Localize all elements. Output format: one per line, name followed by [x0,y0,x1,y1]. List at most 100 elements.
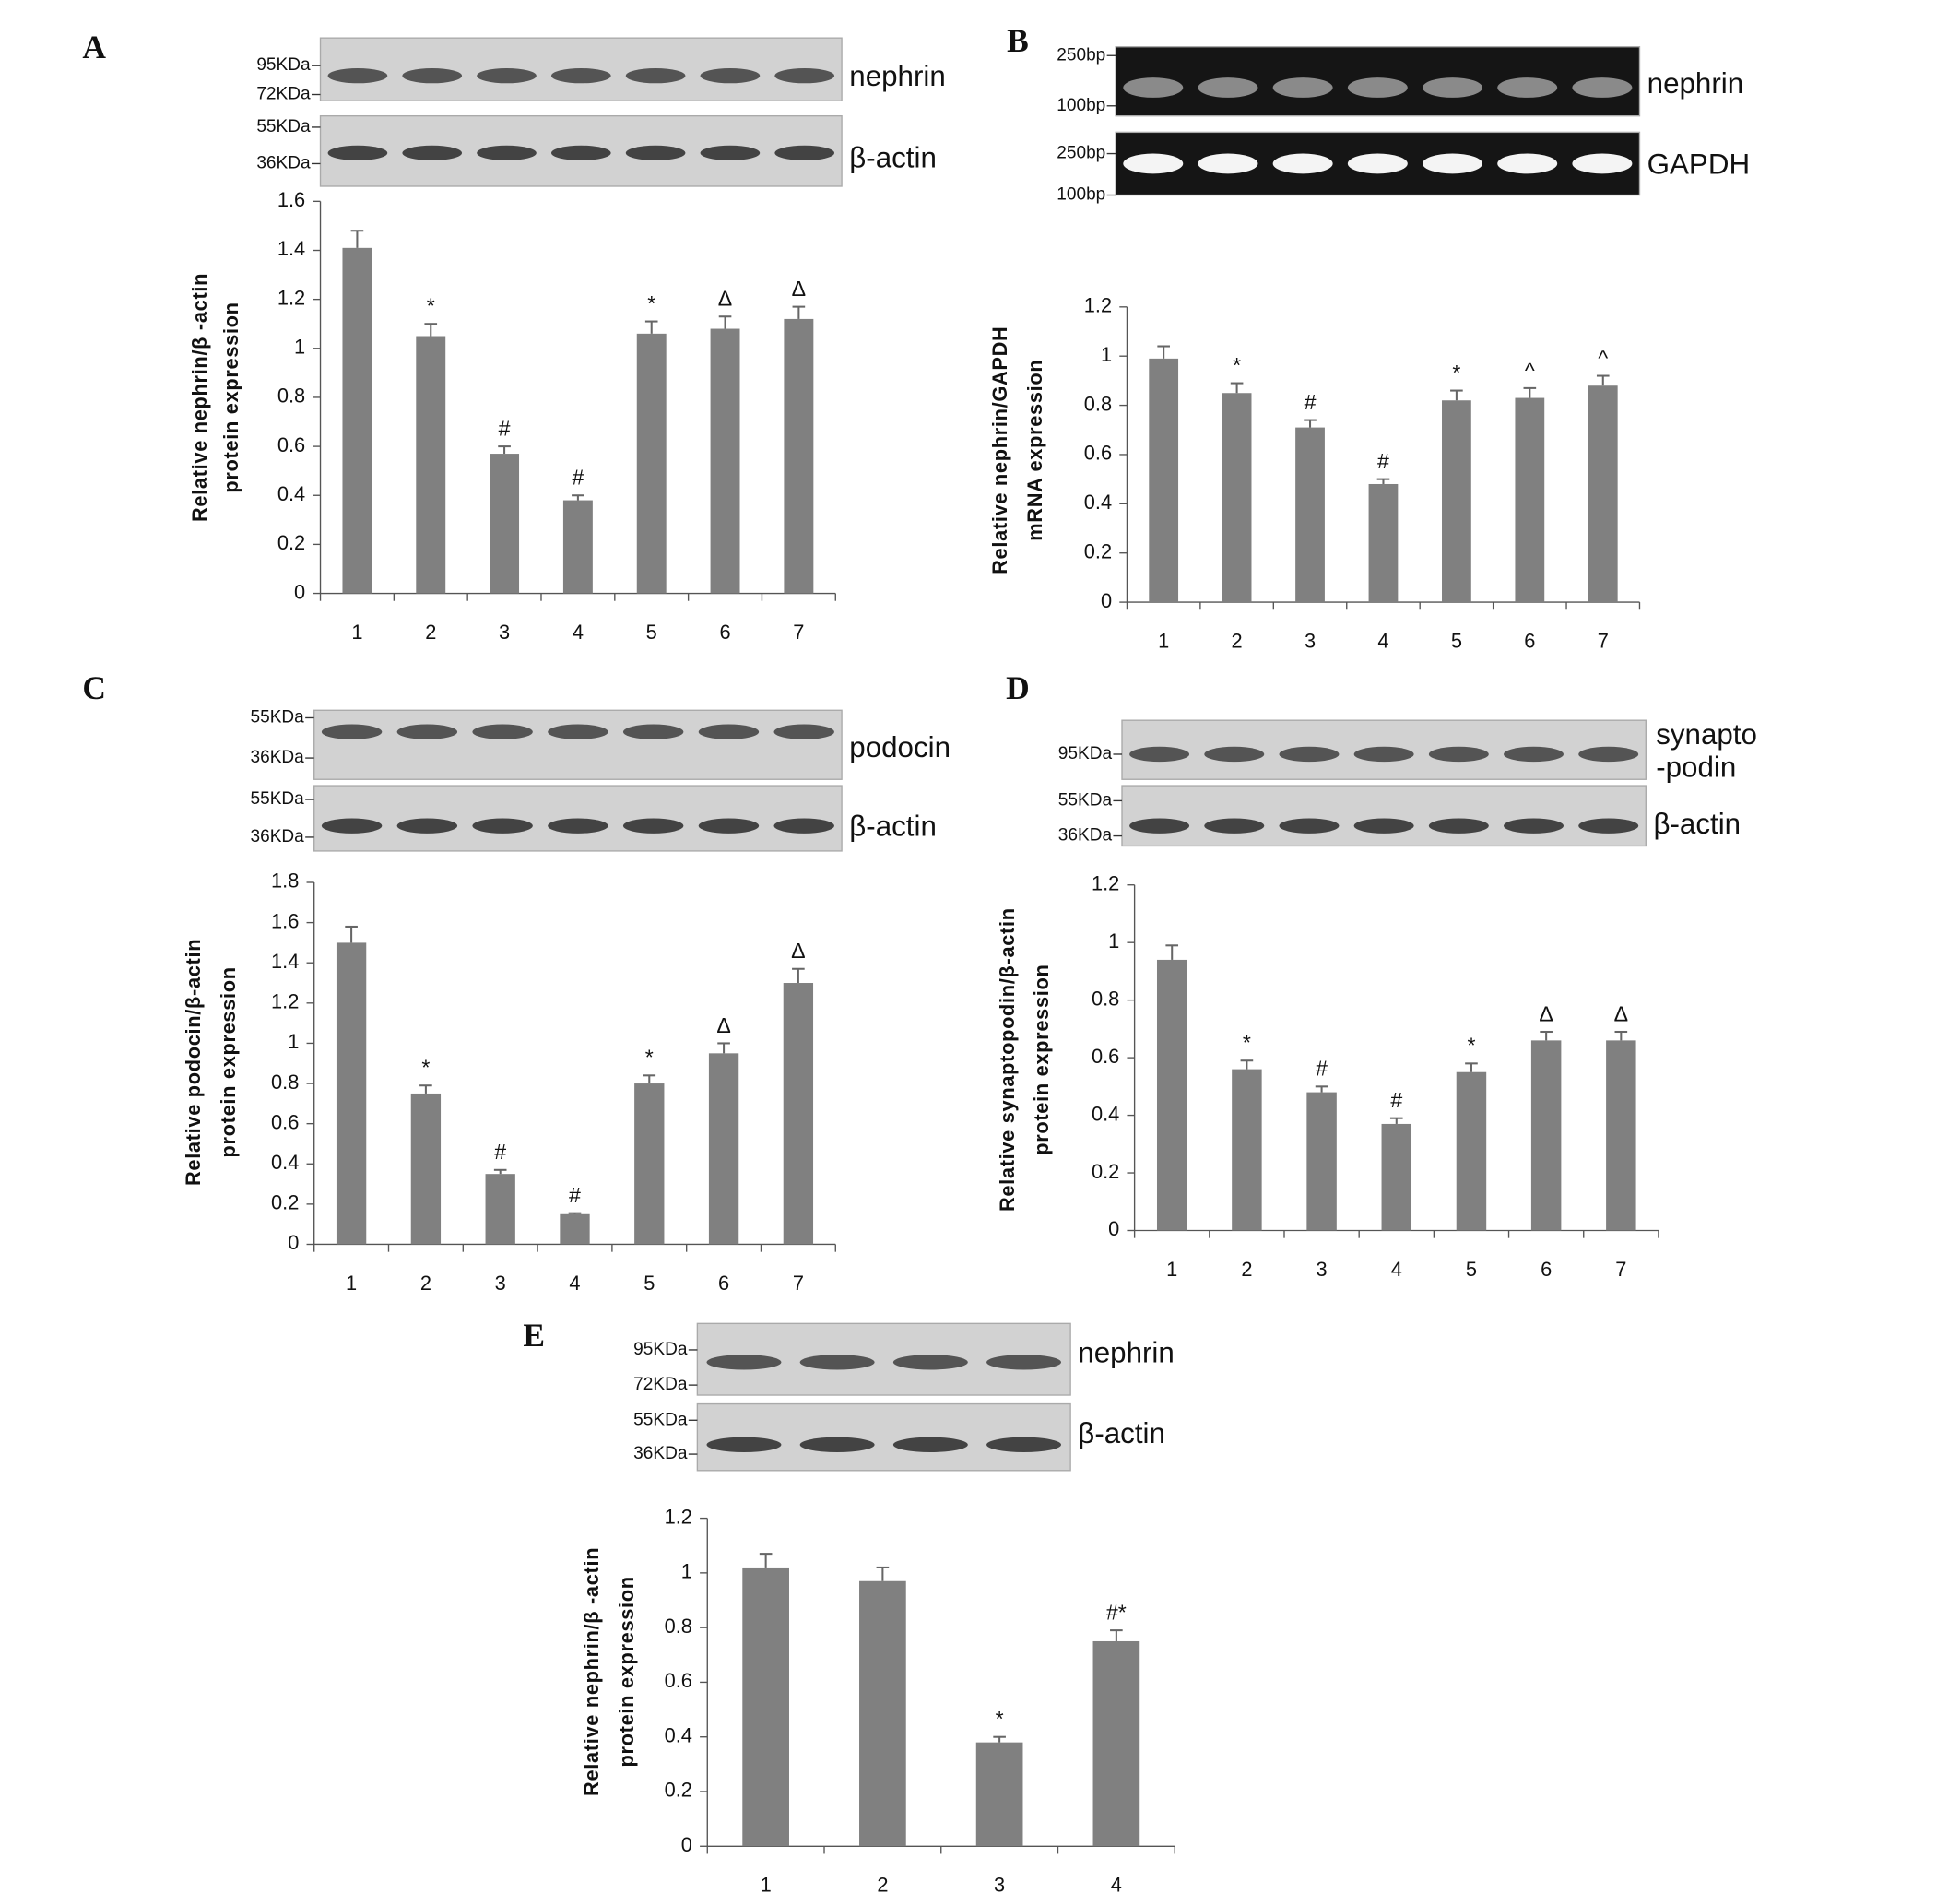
y-axis-label: Relative nephrin/β -actin [580,1547,603,1796]
bar [636,333,667,594]
marker-label: 100bp [1057,185,1105,205]
x-tick-label: 4 [1111,1874,1122,1893]
y-axis-label: Relative synaptopodin/β-actin [996,907,1019,1212]
y-tick-label: 1.8 [271,870,299,893]
bar [742,1567,789,1847]
y-tick-label: 0.2 [277,531,305,554]
bar [634,1083,665,1245]
band [700,145,761,161]
band [892,1355,968,1370]
significance-mark: * [1233,353,1241,377]
y-tick-label: 0 [1108,1217,1119,1240]
band [1353,746,1414,763]
bar [1515,397,1545,603]
band [1497,77,1558,98]
band [548,818,608,834]
marker-label: 55KDa [251,789,305,809]
significance-mark: # [1377,449,1389,473]
significance-mark: * [1467,1034,1475,1058]
significance-mark: # [572,466,584,490]
band [1504,746,1564,763]
x-tick-label: 6 [1541,1258,1552,1281]
y-tick-label: 1 [681,1560,692,1583]
bar [710,328,740,594]
protein-name: synapto [1656,718,1757,751]
x-tick-label: 3 [1317,1258,1328,1281]
y-tick-label: 1.4 [277,237,305,260]
band [402,67,463,84]
significance-mark: * [645,1046,654,1070]
x-tick-label: 6 [718,1272,729,1295]
band [1123,153,1184,174]
y-axis-label: protein expression [219,302,242,492]
y-tick-label: 0.8 [1084,392,1112,415]
marker-label: 55KDa [251,707,305,727]
panel-label: C [82,669,106,706]
band [1428,746,1489,763]
band [1198,77,1258,98]
band [774,67,835,84]
significance-mark: #* [1106,1601,1127,1625]
y-axis-label: protein expression [615,1576,638,1767]
y-axis-label: protein expression [1030,964,1053,1155]
y-tick-label: 1.4 [271,950,299,973]
significance-mark: * [1243,1031,1251,1055]
significance-mark: Δ [792,277,806,301]
x-tick-label: 1 [761,1874,772,1893]
protein-name: GAPDH [1647,148,1750,180]
bar [859,1580,906,1847]
bar [1295,427,1325,603]
band [773,724,834,739]
marker-label: 36KDa [256,153,311,172]
y-tick-label: 1 [288,1030,299,1053]
marker-label: 36KDa [633,1444,688,1463]
y-tick-label: 0.4 [277,482,305,505]
protein-name: β-actin [849,810,937,843]
x-tick-label: 1 [351,621,362,644]
x-tick-label: 2 [1232,629,1243,652]
significance-mark: * [996,1707,1004,1731]
blot [1121,785,1647,847]
bar [1368,483,1399,603]
y-axis-label: mRNA expression [1023,360,1046,541]
band [892,1437,968,1453]
band [625,67,686,84]
y-tick-label: 0.6 [277,433,305,456]
marker-label: 100bp [1057,96,1105,115]
x-tick-label: 4 [1391,1258,1402,1281]
y-axis-label: Relative nephrin/GAPDH [988,326,1011,574]
y-tick-label: 0 [288,1231,299,1254]
band [1578,746,1639,763]
band [1198,153,1258,174]
bar [1149,358,1179,603]
x-tick-label: 5 [1451,629,1462,652]
band [706,1355,782,1370]
band [472,724,533,739]
blot [313,709,843,780]
bar [1092,1640,1140,1847]
band [1129,746,1190,763]
x-tick-label: 3 [994,1874,1005,1893]
band [774,145,835,161]
x-tick-label: 2 [1241,1258,1252,1281]
x-tick-label: 2 [420,1272,431,1295]
marker-label: 95KDa [1058,744,1113,763]
band [1204,746,1265,763]
y-tick-label: 0.4 [1092,1102,1119,1125]
band [1272,153,1333,174]
band [986,1355,1062,1370]
band [1204,818,1265,834]
significance-mark: * [427,294,435,318]
significance-mark: Δ [716,1013,730,1037]
x-tick-label: 7 [1598,629,1609,652]
significance-mark: Δ [1614,1001,1628,1025]
panel-label: D [1006,669,1030,706]
blot [696,1402,1071,1472]
marker-label: 36KDa [1058,826,1113,846]
y-axis-label: Relative podocin/β-actin [182,939,205,1186]
protein-name: β-actin [1653,808,1741,840]
x-tick-label: 4 [1377,629,1388,652]
y-tick-label: 0.4 [271,1151,299,1174]
bar [1442,400,1471,603]
band [622,724,684,739]
